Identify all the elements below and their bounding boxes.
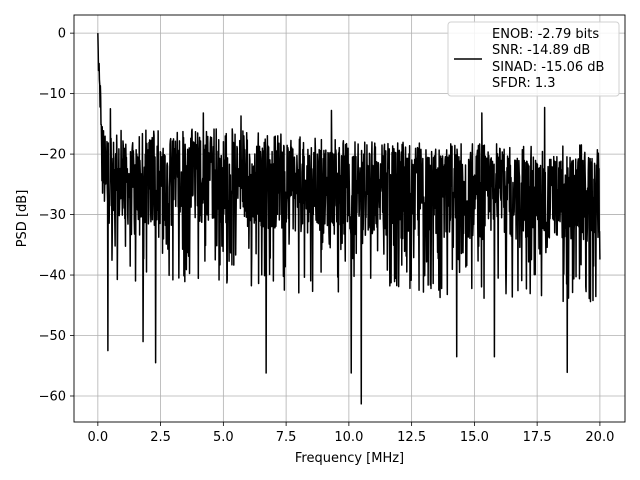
legend-entry-sinad: SINAD: -15.06 dB xyxy=(492,60,604,75)
x-tick-label-4: 10.0 xyxy=(334,430,363,445)
x-axis: 0.0 2.5 5.0 7.5 10.0 12.5 15.0 17.5 20.0 xyxy=(88,422,614,445)
axes-frame xyxy=(73,14,626,423)
legend-entry-sfdr: SFDR: 1.3 xyxy=(492,76,556,91)
psd-series-line xyxy=(97,33,601,405)
legend: ENOB: -2.79 bits SNR: -14.89 dB SINAD: -… xyxy=(447,21,620,97)
y-tick-label-1: −10 xyxy=(39,87,66,102)
y-tick-label-6: −60 xyxy=(39,389,66,404)
legend-box xyxy=(447,21,620,97)
y-axis: 0 −10 −20 −30 −40 −50 −60 xyxy=(39,27,74,404)
x-tick-label-7: 17.5 xyxy=(523,430,552,445)
plot-area xyxy=(97,33,601,405)
legend-entry-snr: SNR: -14.89 dB xyxy=(492,43,590,58)
x-tick-label-2: 5.0 xyxy=(213,430,234,445)
x-axis-label: Frequency [MHz] xyxy=(295,451,404,466)
y-axis-label: PSD [dB] xyxy=(15,190,30,248)
y-tick-label-4: −40 xyxy=(39,269,66,284)
legend-entry-enob: ENOB: -2.79 bits xyxy=(492,27,599,42)
x-tick-label-6: 15.0 xyxy=(460,430,489,445)
y-tick-label-0: 0 xyxy=(58,27,66,42)
x-tick-label-5: 12.5 xyxy=(397,430,426,445)
x-tick-label-3: 7.5 xyxy=(276,430,297,445)
x-tick-label-0: 0.0 xyxy=(88,430,109,445)
y-tick-label-5: −50 xyxy=(39,329,66,344)
x-tick-label-8: 20.0 xyxy=(585,430,614,445)
y-tick-label-2: −20 xyxy=(39,148,66,163)
x-tick-label-1: 2.5 xyxy=(150,430,171,445)
y-tick-label-3: −30 xyxy=(39,208,66,223)
